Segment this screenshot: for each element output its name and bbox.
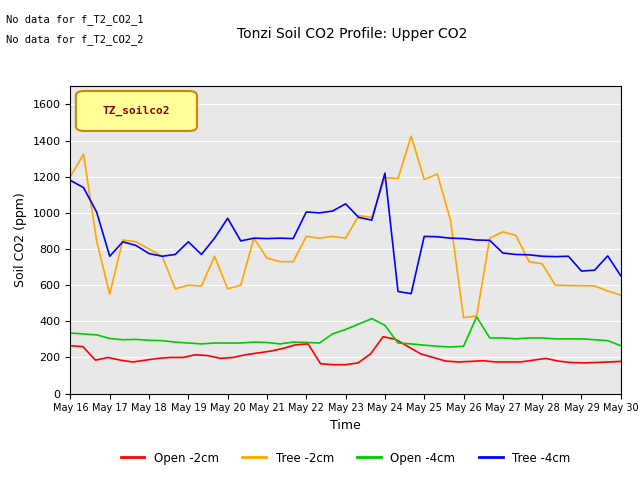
Text: TZ_soilco2: TZ_soilco2 (102, 106, 170, 116)
Text: No data for f_T2_CO2_1: No data for f_T2_CO2_1 (6, 14, 144, 25)
Text: No data for f_T2_CO2_2: No data for f_T2_CO2_2 (6, 34, 144, 45)
Legend: Open -2cm, Tree -2cm, Open -4cm, Tree -4cm: Open -2cm, Tree -2cm, Open -4cm, Tree -4… (116, 447, 575, 469)
Text: Tonzi Soil CO2 Profile: Upper CO2: Tonzi Soil CO2 Profile: Upper CO2 (237, 26, 467, 41)
Y-axis label: Soil CO2 (ppm): Soil CO2 (ppm) (14, 192, 27, 288)
FancyBboxPatch shape (76, 91, 197, 131)
X-axis label: Time: Time (330, 419, 361, 432)
